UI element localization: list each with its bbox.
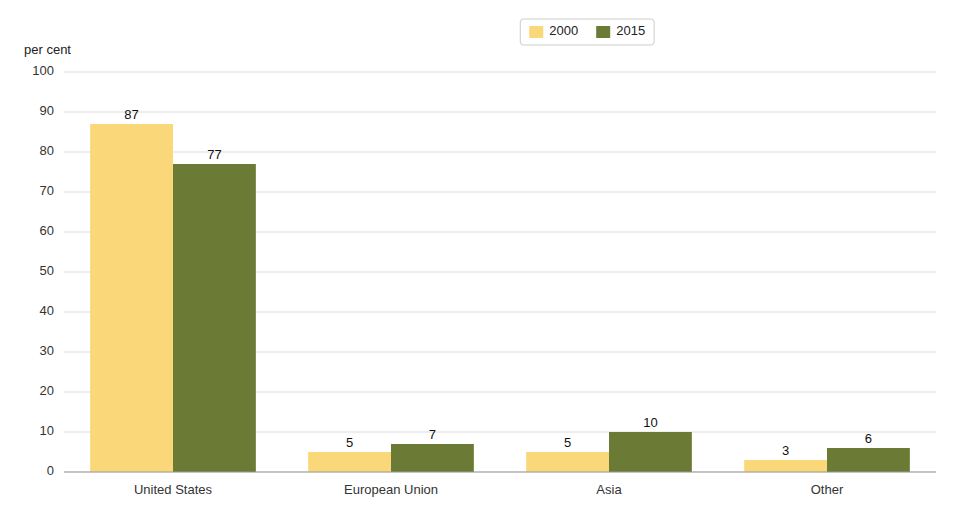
bar [827,448,910,472]
legend-label: 2000 [549,23,578,38]
y-tick-label: 90 [40,103,54,118]
bar [744,460,827,472]
x-tick-label: United States [134,482,213,497]
data-label: 6 [865,431,872,446]
x-axis: United States European Union Asia Other [64,472,936,497]
bar [308,452,391,472]
y-axis: 0 10 20 30 40 50 60 70 80 90 100 [32,63,936,478]
bar [90,124,173,472]
legend: 2000 2015 [520,19,654,45]
chart: 0102030405060708090100per cent8755377710… [0,0,964,524]
y-tick-label: 80 [40,143,54,158]
legend-frame [520,19,654,45]
y-tick-label: 60 [40,223,54,238]
x-tick-label: European Union [344,482,438,497]
legend-swatch [596,26,610,38]
grid-line [64,152,936,153]
data-label: 87 [124,107,138,122]
grid-line [64,472,936,473]
y-tick-label: 20 [40,383,54,398]
data-label: 5 [564,435,571,450]
y-tick-label: 50 [40,263,54,278]
data-label: 10 [643,415,657,430]
data-label: 7 [429,427,436,442]
y-tick-label: 0 [47,463,54,478]
bars [90,124,910,472]
x-tick-label: Asia [596,482,622,497]
grid-line [64,112,936,113]
y-tick-label: 30 [40,343,54,358]
data-label: 5 [346,435,353,450]
bar [391,444,474,472]
bar [173,164,256,472]
y-axis-label: per cent [24,42,71,57]
grid-line [64,72,936,73]
legend-swatch [529,26,543,38]
data-label: 77 [207,147,221,162]
y-tick-label: 40 [40,303,54,318]
x-tick-label: Other [811,482,844,497]
legend-label: 2015 [616,23,645,38]
page: {"chart_data": {"type": "bar", "ylabel":… [0,0,964,524]
y-tick-label: 70 [40,183,54,198]
y-tick-label: 100 [32,63,54,78]
data-labels: 87553777106 [124,107,872,458]
y-tick-label: 10 [40,423,54,438]
bar [526,452,609,472]
x-axis-line [64,472,936,473]
bar [609,432,692,472]
data-label: 3 [782,443,789,458]
